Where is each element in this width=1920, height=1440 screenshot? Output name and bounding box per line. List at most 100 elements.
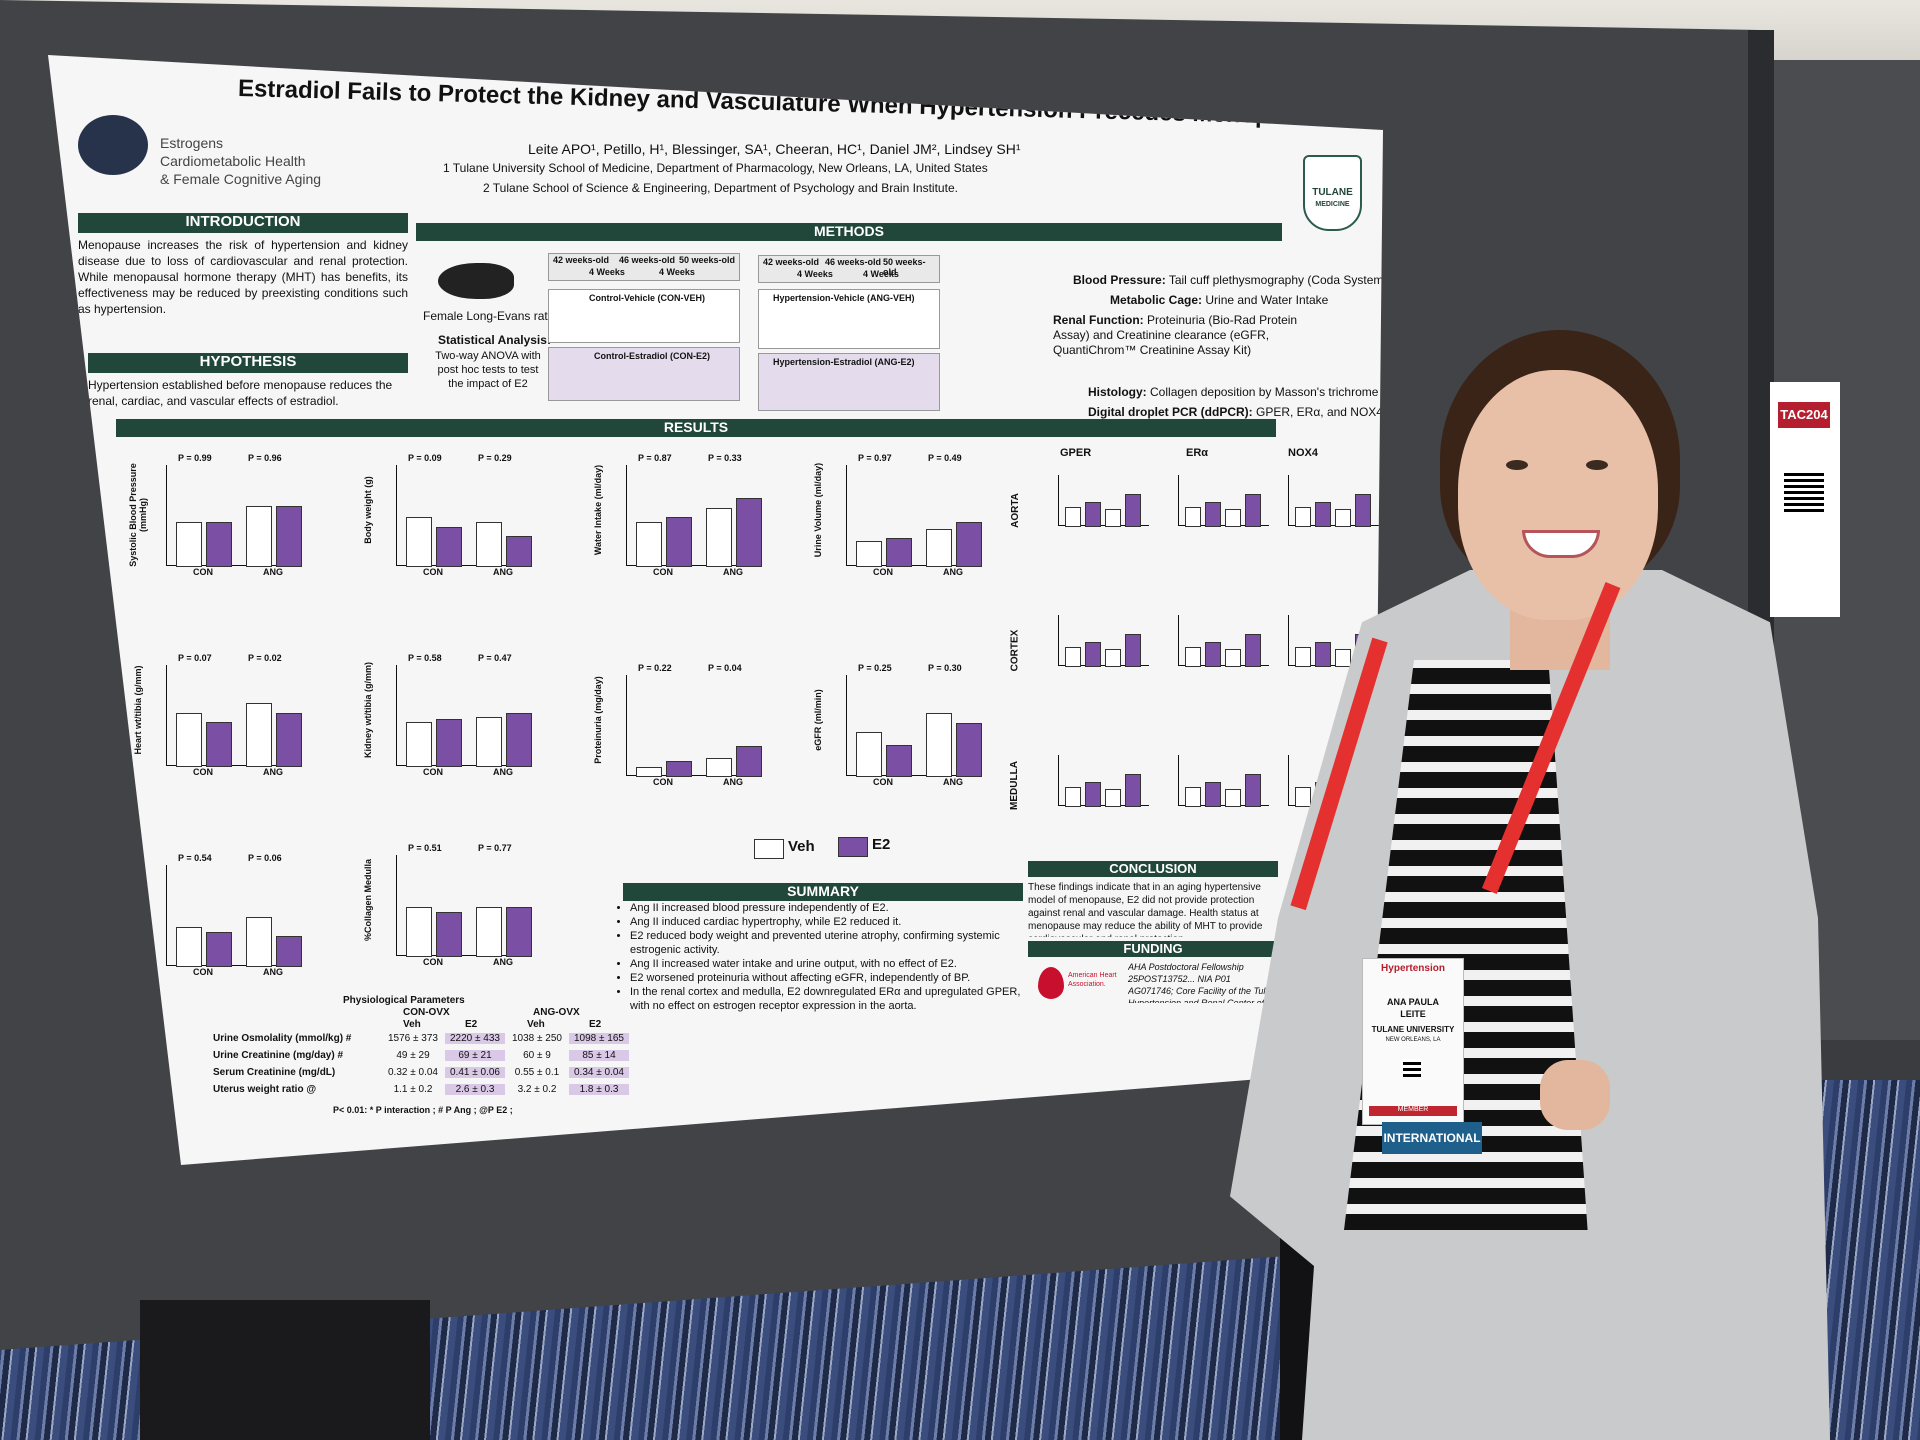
tl-4w-c: 4 Weeks	[797, 269, 833, 279]
timeline-left: 42 weeks-old 46 weeks-old 50 weeks-old 4…	[548, 253, 740, 281]
group-ang-e2: Hypertension-Estradiol (ANG-E2)	[758, 353, 940, 411]
phys-cell: 1038 ± 250	[512, 1033, 562, 1044]
chart-xlabel: CON	[653, 567, 673, 577]
chart-xlabel: ANG	[493, 957, 513, 967]
phys-cell: 0.32 ± 0.04	[388, 1067, 438, 1078]
method-cage: Metabolic Cage: Urine and Water Intake	[1110, 293, 1329, 307]
method-ddpcr: Digital droplet PCR (ddPCR): GPER, ERα, …	[1088, 405, 1383, 419]
chart-pvalue: P = 0.07	[178, 653, 212, 663]
tl-50-r: 50 weeks-old	[883, 257, 926, 277]
chart-bar	[406, 517, 432, 567]
gene-bar	[1185, 787, 1201, 807]
gene-header-nox4: NOX4	[1288, 447, 1318, 459]
chart-pvalue: P = 0.58	[408, 653, 442, 663]
chart-bar	[476, 907, 502, 957]
chart-ylabel: Systolic Blood Pressure (mmHg)	[128, 463, 148, 567]
research-poster: Estradiol Fails to Protect the Kidney an…	[48, 55, 1383, 1165]
rat-image	[438, 263, 514, 299]
chart-bar	[276, 936, 302, 967]
person-face	[1458, 370, 1658, 620]
gene-bar	[1315, 502, 1331, 527]
chart-axis	[166, 865, 302, 966]
chart-pvalue: P = 0.77	[478, 843, 512, 853]
chart-bar	[856, 732, 882, 777]
badge-name-1: ANA PAULA	[1387, 997, 1439, 1007]
chart-bar	[206, 932, 232, 967]
badge-brand: Hypertension	[1381, 963, 1445, 974]
phys-subheader: E2	[589, 1019, 602, 1030]
phys-cell: 49 ± 29	[396, 1050, 430, 1061]
chart-bar	[666, 761, 692, 777]
phys-cell: 3.2 ± 0.2	[517, 1084, 557, 1095]
method-bp: Blood Pressure: Tail cuff plethysmograph…	[1073, 273, 1388, 287]
board-base	[140, 1300, 430, 1440]
chart-bar	[206, 722, 232, 767]
chart-pvalue: P = 0.33	[708, 453, 742, 463]
chart-bar	[276, 506, 302, 567]
gene-bar	[1105, 509, 1121, 527]
badge-org: TULANE UNIVERSITY	[1371, 1025, 1455, 1034]
chart-xlabel: CON	[423, 567, 443, 577]
chart-axis	[626, 465, 762, 566]
chart-ylabel: Heart wt/tibia (g/mm)	[133, 665, 143, 755]
left-eye-icon	[1506, 460, 1528, 470]
summary-item: Ang II increased blood pressure independ…	[630, 901, 1030, 915]
chart-bar	[436, 719, 462, 767]
chart-bar	[206, 522, 232, 567]
chart-axis	[396, 665, 532, 766]
chart-xlabel: ANG	[493, 767, 513, 777]
tissue-medulla: MEDULLA	[1008, 761, 1020, 810]
summary-list: Ang II increased blood pressure independ…	[616, 901, 1030, 1013]
phys-row-name: Serum Creatinine (mg/dL)	[213, 1067, 336, 1078]
gene-bar	[1335, 649, 1351, 667]
chart-xlabel: ANG	[263, 567, 283, 577]
phys-subheader: Veh	[527, 1019, 545, 1030]
group-con-veh-label: Control-Vehicle (CON-VEH)	[589, 293, 706, 303]
phys-cell: 1.8 ± 0.3	[569, 1084, 629, 1095]
group-con-e2: Control-Estradiol (CON-E2)	[548, 347, 740, 401]
chart-bar	[506, 907, 532, 957]
chart-xlabel: ANG	[723, 567, 743, 577]
chart-pvalue: P = 0.09	[408, 453, 442, 463]
chart-axis	[846, 675, 982, 776]
chart-bar	[666, 517, 692, 567]
methods-heading: METHODS	[416, 223, 1282, 241]
timeline-right: 42 weeks-old 46 weeks-old 50 weeks-old 4…	[758, 255, 940, 283]
chart-ylabel: eGFR (ml/min)	[813, 689, 823, 751]
result-chart: %Collagen Medulla P = 0.51 P = 0.77 CON ANG	[363, 843, 538, 995]
chart-xlabel: CON	[193, 967, 213, 977]
gene-bar	[1295, 507, 1311, 527]
chart-xlabel: ANG	[493, 567, 513, 577]
intro-heading: INTRODUCTION	[78, 213, 408, 233]
chart-bar	[636, 767, 662, 777]
gene-panel	[1058, 475, 1149, 527]
chart-bar	[706, 508, 732, 567]
tl-4w-a: 4 Weeks	[589, 267, 625, 277]
result-chart: Proteinuria (mg/day) P = 0.22 P = 0.04 CON A…	[593, 663, 768, 815]
phys-cell: 1098 ± 165	[569, 1033, 629, 1044]
tissue-cortex: CORTEX	[1009, 629, 1021, 672]
chart-bar	[436, 912, 462, 957]
booth-sign: TAC204	[1770, 382, 1840, 617]
chart-pvalue: P = 0.54	[178, 853, 212, 863]
chart-xlabel: CON	[873, 777, 893, 787]
chart-xlabel: ANG	[263, 767, 283, 777]
group-con-veh: Control-Vehicle (CON-VEH)	[548, 289, 740, 343]
aha-logo-icon	[1038, 967, 1064, 999]
tissue-aorta: AORTA	[1009, 493, 1021, 528]
poster-affil-1: 1 Tulane University School of Medicine, …	[443, 161, 988, 175]
chart-pvalue: P = 0.04	[708, 663, 742, 673]
gene-bar	[1205, 642, 1221, 667]
chart-bar	[406, 907, 432, 957]
chart-pvalue: P = 0.96	[248, 453, 282, 463]
tl-4w-d: 4 Weeks	[863, 269, 899, 279]
gene-bar	[1205, 502, 1221, 527]
badge-ribbon: INTERNATIONAL	[1382, 1122, 1482, 1154]
chart-bar	[856, 541, 882, 567]
booth-tag: TAC204	[1778, 402, 1830, 428]
rat-label: Female Long-Evans rats	[423, 309, 554, 323]
gene-panel	[1058, 755, 1149, 807]
logo-line-2: Cardiometabolic Health	[160, 153, 306, 169]
chart-axis	[396, 855, 532, 956]
